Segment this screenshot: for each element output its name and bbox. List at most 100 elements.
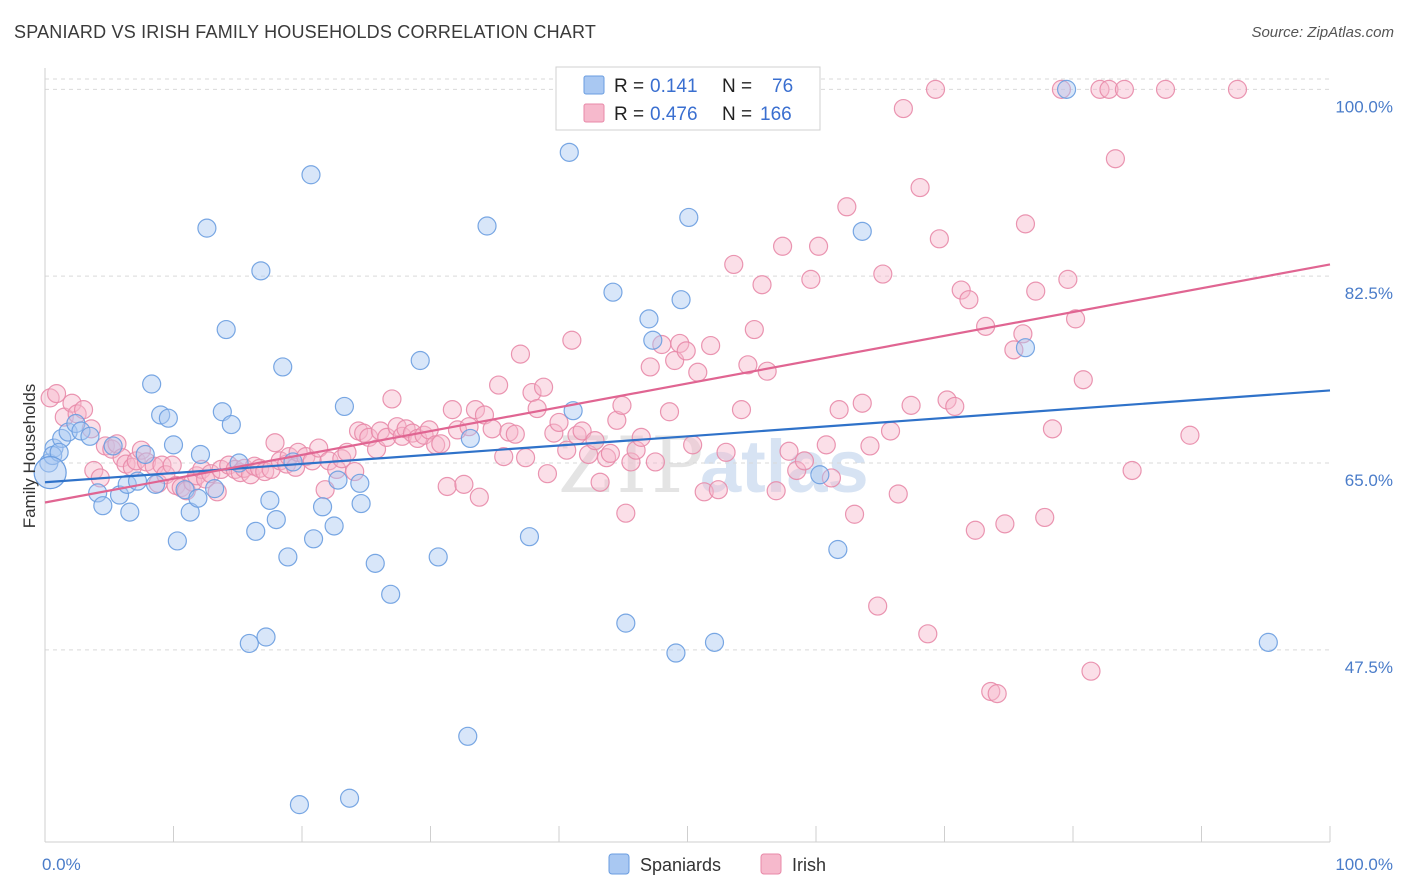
y-tick-label: 100.0%	[1335, 97, 1393, 116]
spaniards-point	[643, 330, 663, 350]
trend-lines	[44, 263, 1331, 504]
irish-point	[590, 472, 610, 492]
irish-trend-line	[44, 263, 1331, 504]
spaniards-point	[120, 502, 140, 522]
irish-point	[1035, 507, 1055, 528]
irish-point	[945, 396, 965, 417]
irish-point	[382, 389, 402, 409]
irish-point	[612, 395, 632, 415]
irish-point	[659, 402, 680, 422]
irish-point	[510, 344, 531, 364]
irish-point	[437, 476, 457, 497]
irish-point	[454, 474, 474, 494]
spaniards-point	[639, 309, 659, 329]
irish-point	[787, 460, 807, 481]
irish-point	[465, 400, 486, 420]
irish-point	[744, 319, 764, 340]
irish-point	[738, 355, 758, 375]
irish-point	[987, 684, 1007, 704]
spaniards-point	[197, 218, 217, 238]
spaniards-point	[256, 627, 276, 647]
spaniards-point	[205, 479, 225, 499]
irish-point	[585, 430, 605, 451]
irish-point	[1004, 340, 1024, 360]
spaniards-point	[278, 547, 298, 567]
irish-point	[801, 269, 821, 289]
irish-point	[676, 341, 696, 361]
spaniards-point	[71, 421, 91, 441]
spaniards-point	[251, 261, 271, 281]
irish-point	[860, 436, 880, 456]
spaniards-points	[33, 79, 1278, 815]
source-label: Source: ZipAtlas.com	[1251, 24, 1394, 41]
irish-point	[482, 419, 502, 439]
spaniards-point	[142, 374, 162, 394]
irish-point	[794, 451, 815, 471]
spaniards-point	[1258, 632, 1278, 652]
irish-point	[888, 484, 908, 504]
irish-point	[631, 427, 651, 447]
irish-point	[951, 280, 971, 300]
spaniards-point	[273, 357, 293, 377]
irish-point	[1042, 419, 1063, 439]
irish-point	[1122, 460, 1142, 481]
spaniards-point	[334, 396, 355, 417]
spaniards-point	[477, 216, 497, 236]
irish-point	[607, 410, 627, 430]
irish-point	[779, 441, 799, 461]
irish-point	[265, 433, 285, 453]
spaniards-point	[135, 444, 155, 465]
irish-point	[616, 503, 636, 523]
legend-r-label-spaniards: R =	[614, 76, 644, 97]
legend-n-label-irish: N =	[722, 104, 752, 125]
x-tick-label-max: 100.0%	[1335, 855, 1393, 874]
spaniards-point	[188, 488, 208, 508]
irish-point	[1073, 370, 1093, 390]
legend-swatch-irish	[583, 103, 605, 123]
irish-point	[752, 275, 772, 295]
irish-point	[708, 480, 728, 500]
irish-point	[537, 464, 558, 484]
irish-point	[1051, 79, 1072, 99]
bottom-legend-label-irish: Irish	[792, 855, 826, 875]
irish-point	[757, 361, 777, 381]
irish-point	[816, 435, 836, 455]
spaniards-point	[260, 490, 280, 510]
spaniards-point	[93, 496, 113, 516]
irish-point	[345, 461, 365, 482]
correlation-legend: R = 0.141 N = 76 R = 0.476 N = 166	[555, 66, 821, 131]
irish-point	[688, 362, 708, 382]
chart-title: SPANIARD VS IRISH FAMILY HOUSEHOLDS CORR…	[14, 22, 597, 42]
x-tick-label-min: 0.0%	[42, 855, 81, 874]
irish-point	[1058, 269, 1078, 289]
irish-point	[332, 449, 352, 469]
spaniards-point	[365, 553, 385, 573]
spaniards-point	[351, 493, 371, 514]
irish-point	[549, 412, 569, 433]
irish-point	[995, 514, 1015, 534]
spaniards-point	[151, 405, 171, 425]
series-legend: Spaniards Irish	[608, 853, 826, 875]
irish-point	[893, 98, 913, 119]
irish-point	[716, 442, 736, 462]
irish-point	[207, 482, 227, 502]
irish-point	[724, 254, 744, 275]
irish-point	[505, 424, 525, 444]
irish-point	[937, 390, 957, 410]
spaniards-point	[339, 788, 360, 808]
legend-r-value-irish: 0.476	[650, 104, 698, 125]
irish-point	[901, 395, 921, 415]
legend-n-label-spaniards: N =	[722, 76, 752, 97]
irish-point	[959, 290, 979, 310]
irish-point	[645, 452, 665, 472]
irish-point	[837, 197, 857, 217]
bottom-legend-label-spaniards: Spaniards	[640, 855, 721, 875]
spaniards-point	[852, 221, 872, 241]
irish-point	[431, 434, 451, 454]
spaniards-point	[103, 436, 123, 456]
spaniards-point	[328, 470, 348, 490]
spaniards-point	[458, 726, 478, 746]
spaniards-point	[704, 632, 725, 652]
spaniards-point	[216, 319, 236, 340]
irish-point	[829, 400, 849, 420]
